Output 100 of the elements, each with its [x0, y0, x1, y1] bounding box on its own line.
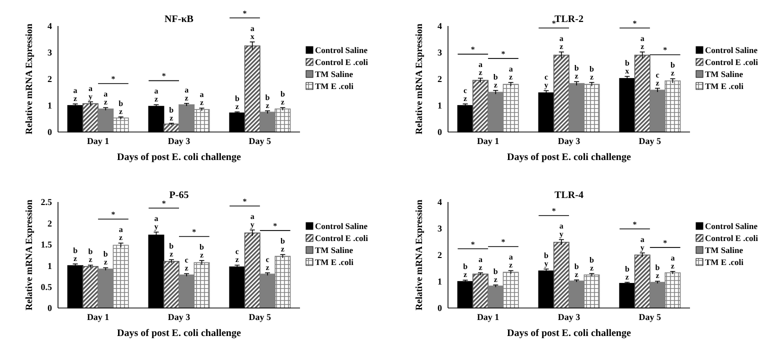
chart-title: P-65 [169, 190, 189, 201]
data-label: a z [104, 90, 108, 107]
annotation: * [501, 238, 506, 247]
data-label: c z [656, 70, 660, 88]
legend-label: Control Saline [315, 44, 368, 55]
x-tick-label: Day 1 [86, 136, 110, 146]
annotation: * [663, 238, 668, 248]
data-label: b z [493, 266, 498, 284]
data-label: b z [574, 64, 580, 81]
data-label: a z [508, 64, 514, 82]
y-tick-label: 2 [438, 74, 442, 84]
data-label: a z [640, 34, 645, 51]
x-axis-title: Days of post E. coli challenge [117, 328, 242, 339]
y-axis-title: Relative mRNA Expression [25, 22, 35, 134]
y-tick-label: 2 [48, 74, 52, 84]
bar [472, 274, 488, 308]
annotation: * [632, 18, 637, 28]
bar [553, 54, 570, 132]
data-label: a x [250, 24, 254, 41]
y-tick-label: 0.5 [40, 282, 52, 292]
bar [244, 232, 260, 308]
data-label: c z [266, 254, 270, 272]
data-label: a z [670, 253, 675, 270]
y-tick-label: 4 [48, 21, 52, 32]
data-label: b z [493, 72, 498, 90]
data-label: b z [88, 247, 94, 264]
legend-label: Control Saline [705, 220, 758, 231]
bar [244, 45, 260, 132]
data-label: b z [200, 242, 205, 260]
y-tick-label: 2 [438, 250, 442, 260]
data-label: c z [184, 256, 189, 273]
x-axis-title: Days of post E. coli challenge [507, 152, 632, 163]
data-label: b y [544, 251, 550, 268]
legend-label: Control E .coli [705, 56, 759, 67]
data-label: a y [88, 84, 92, 101]
data-label: b z [234, 94, 240, 111]
data-label: c y [544, 72, 548, 90]
y-tick-label: 1.5 [40, 240, 52, 250]
data-label: b z [169, 105, 174, 122]
y-tick-label: 3 [438, 224, 442, 234]
data-label: c z [235, 247, 240, 264]
y-tick-label: 0 [48, 127, 52, 138]
legend-label: TM E .coli [315, 80, 354, 91]
annotation: * [111, 74, 116, 84]
x-tick-label: Day 1 [476, 136, 500, 146]
chart-title: TLR-2 [554, 14, 584, 25]
annotation: * [552, 18, 556, 28]
data-label: a z [478, 60, 483, 78]
bar [634, 54, 650, 132]
y-tick-label: 2 [48, 218, 52, 228]
annotation: * [470, 45, 475, 54]
y-tick-label: 3 [438, 48, 442, 58]
annotation: * [470, 240, 475, 249]
annotation: * [162, 72, 166, 81]
annotation: * [663, 46, 668, 55]
data-label: c z [464, 86, 468, 103]
y-tick-label: 1 [48, 260, 52, 271]
data-label: b z [265, 92, 270, 110]
y-tick-label: 3 [48, 48, 52, 58]
y-axis-title: Relative mRNA Expression [25, 198, 35, 310]
x-tick-label: Day 5 [638, 312, 662, 322]
x-tick-label: Day 3 [168, 312, 191, 322]
y-tick-label: 4 [438, 21, 442, 32]
data-label: b z [590, 64, 595, 82]
y-tick-label: 0 [438, 127, 442, 138]
x-tick-label: Day 3 [558, 136, 581, 146]
annotation: * [192, 228, 196, 237]
annotation: * [501, 49, 506, 58]
x-tick-label: Day 1 [476, 312, 500, 322]
legend-label: Control E .coli [315, 232, 369, 243]
data-label: a z [184, 85, 189, 102]
x-tick-label: Day 3 [558, 312, 581, 322]
y-axis-title: Relative mRNA Expression [415, 198, 425, 310]
bar [634, 254, 650, 308]
data-label: b z [280, 236, 286, 254]
legend-label: TM E .coli [705, 256, 744, 267]
y-tick-label: 0 [438, 303, 442, 314]
x-axis-title: Days of post E. coli challenge [117, 152, 242, 163]
data-label: a y [250, 212, 254, 229]
legend-label: Control Saline [705, 44, 758, 55]
annotation: * [111, 210, 116, 220]
chart-title: NF-κB [164, 14, 194, 25]
legend-label: Control E .coli [315, 56, 369, 67]
bar [82, 266, 98, 308]
legend-label: TM E .coli [315, 256, 354, 267]
x-tick-label: Day 5 [248, 312, 272, 322]
data-label: a z [118, 225, 124, 242]
y-tick-label: 1 [438, 100, 442, 111]
legend-label: TM Saline [315, 68, 354, 79]
data-label: a z [478, 254, 483, 272]
data-label: b z [590, 256, 595, 273]
legend-label: TM Saline [315, 244, 354, 255]
y-axis-title: Relative mRNA Expression [415, 22, 425, 134]
x-tick-label: Day 5 [638, 136, 662, 146]
data-label: b z [103, 250, 108, 267]
data-label: a y [559, 222, 564, 239]
y-tick-label: 0 [48, 303, 52, 314]
data-label: a y [154, 214, 158, 232]
y-tick-label: 1 [438, 276, 442, 287]
x-tick-label: Day 5 [248, 136, 272, 146]
